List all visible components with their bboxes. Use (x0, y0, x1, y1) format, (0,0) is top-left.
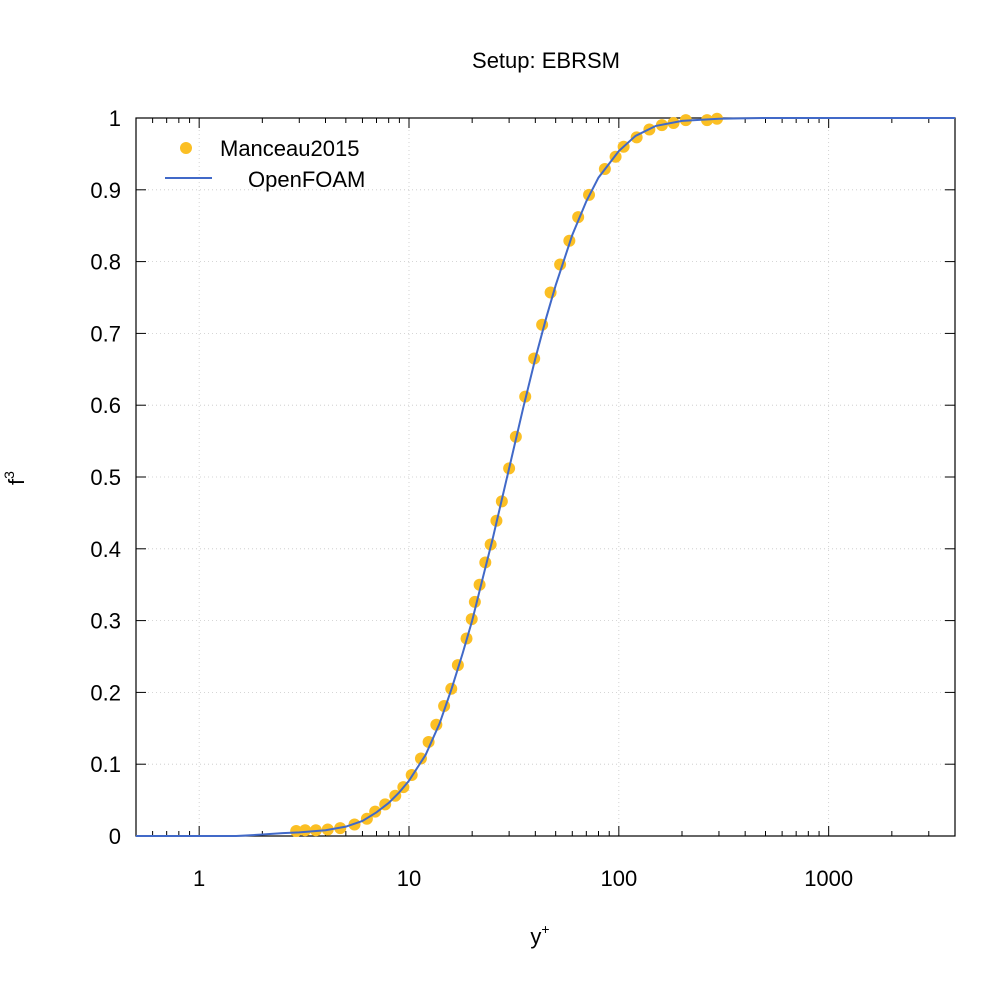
y-tick-label: 0.7 (90, 321, 121, 346)
y-tick-label: 0.9 (90, 178, 121, 203)
x-tick-label: 1000 (804, 866, 853, 891)
x-axis-label: y+ (530, 921, 549, 949)
y-axis-label-superscript: 3 (1, 471, 17, 479)
data-point-manceau2015 (414, 752, 427, 765)
y-tick-label: 0.4 (90, 537, 121, 562)
y-tick-label: 0.8 (90, 250, 121, 275)
y-tick-label: 0.5 (90, 465, 121, 490)
y-axis-label: f3 (1, 471, 29, 485)
x-axis-label-superscript: + (541, 921, 549, 937)
y-tick-label: 0.2 (90, 680, 121, 705)
chart-title: Setup: EBRSM (472, 48, 620, 73)
data-point-manceau2015 (290, 824, 303, 837)
series-layer (136, 112, 955, 837)
y-tick-label: 0.6 (90, 393, 121, 418)
y-tick-label: 1 (109, 106, 121, 131)
x-tick-label: 10 (397, 866, 421, 891)
legend-marker-manceau2015 (180, 142, 192, 154)
data-point-manceau2015 (299, 824, 312, 837)
axis-ticks: 1 10 100 1000 0 0.1 0.2 0.3 0.4 0.5 0.6 0.7 0.8 0.9 1 (90, 106, 956, 891)
y-tick-label: 0.3 (90, 609, 121, 634)
series-line-openfoam (136, 117, 955, 837)
x-tick-label: 1 (193, 866, 205, 891)
y-tick-label: 0.1 (90, 752, 121, 777)
legend: Manceau2015 OpenFOAM (165, 136, 365, 192)
legend-label-manceau2015: Manceau2015 (220, 136, 359, 161)
y-tick-label: 0 (109, 824, 121, 849)
data-point-manceau2015 (528, 352, 541, 365)
grid (136, 118, 955, 836)
legend-label-openfoam: OpenFOAM (248, 167, 365, 192)
x-tick-label: 100 (600, 866, 637, 891)
